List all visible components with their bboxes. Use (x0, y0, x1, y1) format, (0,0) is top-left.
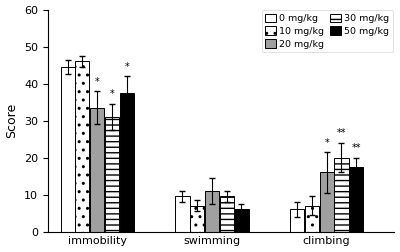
Bar (320, 172, 334, 232)
Legend: 0 mg/kg, 10 mg/kg, 20 mg/kg, 30 mg/kg, 50 mg/kg: 0 mg/kg, 10 mg/kg, 20 mg/kg, 30 mg/kg, 5… (262, 10, 393, 52)
Bar (349, 167, 363, 232)
Text: *: * (110, 89, 114, 100)
Bar (205, 191, 219, 232)
Bar (75, 61, 90, 232)
Y-axis label: Score: Score (6, 103, 18, 138)
Bar (234, 209, 248, 232)
Bar (90, 108, 104, 232)
Bar (190, 206, 204, 232)
Text: **: ** (352, 143, 361, 153)
Text: *: * (124, 62, 129, 72)
Bar (105, 117, 119, 232)
Bar (60, 67, 75, 232)
Bar (220, 196, 234, 232)
Bar (334, 158, 348, 232)
Bar (175, 196, 190, 232)
Text: **: ** (337, 128, 346, 138)
Bar (290, 209, 304, 232)
Bar (305, 206, 319, 232)
Text: *: * (324, 138, 329, 148)
Text: *: * (95, 77, 100, 86)
Bar (120, 93, 134, 232)
